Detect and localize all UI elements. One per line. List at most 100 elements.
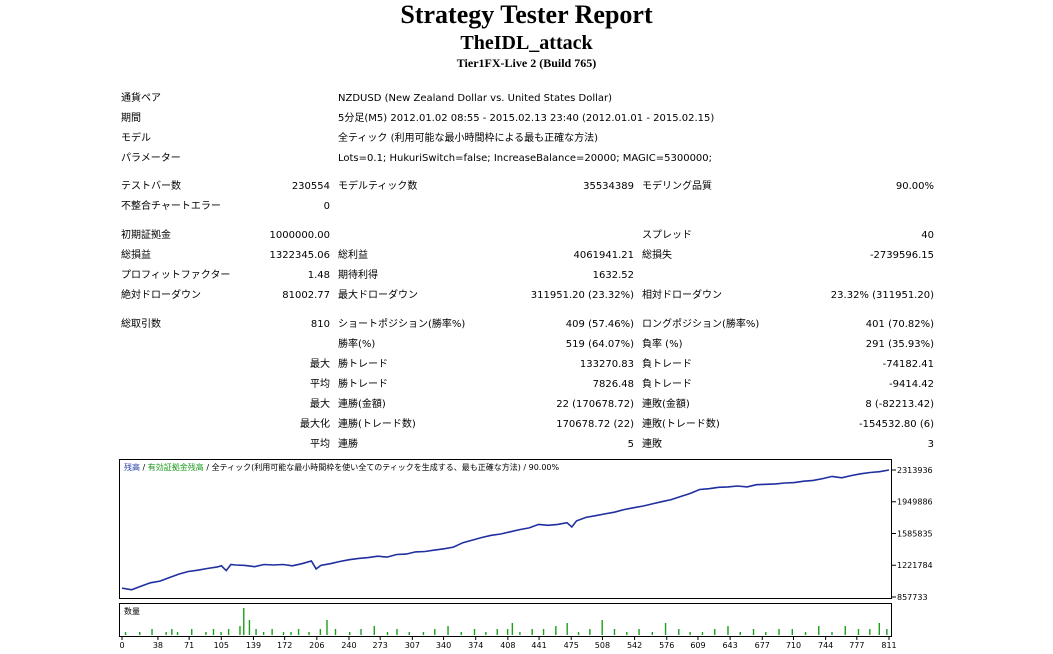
legend-sep: / — [140, 463, 148, 472]
loss-trades-value: 291 (35.93%) — [865, 339, 934, 350]
volume-bar — [447, 626, 449, 635]
mismatch-label: 不整合チャートエラー — [121, 201, 221, 212]
largest-label: 最大 — [310, 359, 330, 370]
relative-drawdown-value: 23.32% (311951.20) — [830, 290, 934, 301]
x-tick-label: 542 — [627, 641, 642, 650]
volume-bar — [531, 629, 533, 635]
volume-bar — [511, 623, 514, 635]
x-tick-label: 374 — [468, 641, 483, 650]
loss-trades-label: 負率 (%) — [642, 339, 683, 350]
volume-bar — [857, 629, 860, 635]
volume-bar — [589, 629, 591, 635]
x-tick-label: 475 — [564, 641, 579, 650]
volume-bar — [297, 629, 300, 635]
maximal-losses-value: -154532.80 (6) — [858, 419, 934, 430]
relative-drawdown-label: 相対ドローダウン — [642, 290, 722, 301]
x-tick-label: 307 — [405, 641, 420, 650]
total-trades-label: 総取引数 — [121, 319, 161, 330]
volume-bar — [613, 629, 616, 635]
volume-bar — [804, 632, 807, 635]
volume-bar — [386, 632, 389, 635]
expert-name: TheIDL_attack — [460, 32, 593, 54]
balance-line — [121, 469, 890, 591]
long-positions-value: 401 (70.82%) — [865, 319, 934, 330]
largest-loss-label: 負トレード — [642, 359, 692, 370]
legend-balance: 残高 — [124, 462, 140, 472]
average-consecutive-wins-label: 連勝 — [338, 439, 358, 450]
volume-bar — [651, 632, 654, 635]
absolute-drawdown-label: 絶対ドローダウン — [121, 290, 201, 301]
x-tick-label: 508 — [595, 641, 610, 650]
volume-bar — [227, 629, 230, 635]
volume-bar — [171, 629, 173, 635]
gross-loss-label: 総損失 — [642, 250, 672, 261]
volume-bar — [765, 632, 767, 635]
volume-bar — [308, 632, 310, 635]
volume-bar — [239, 626, 241, 635]
x-tick-label: 609 — [690, 641, 705, 650]
symbol-label: 通貨ペア — [121, 93, 161, 104]
volume-bar — [262, 632, 265, 635]
y-tick-label: 2313936 — [897, 466, 933, 475]
x-tick-label: 206 — [309, 641, 324, 650]
average-win-label: 勝トレード — [338, 379, 388, 390]
volume-bar — [290, 632, 292, 635]
volume-bar — [886, 629, 888, 635]
volume-bar — [243, 608, 245, 635]
x-tick-label: 273 — [373, 641, 388, 650]
volume-bar — [434, 629, 436, 635]
y-tick-label: 857733 — [897, 593, 928, 602]
volume-bar — [373, 626, 375, 635]
average-consecutive-wins-value: 5 — [627, 439, 634, 450]
x-tick-label: 710 — [786, 641, 801, 650]
chart-legend: 残高 / 有効証拠金残高 / 全ティック(利用可能な最小時間枠を使い全てのティッ… — [124, 462, 560, 472]
y-tick-label: 1585835 — [897, 529, 933, 538]
maximal-losses-label: 連敗(トレード数) — [642, 419, 720, 430]
x-tick-label: 0 — [119, 641, 124, 650]
x-tick-label: 240 — [341, 641, 356, 650]
short-positions-label: ショートポジション(勝率%) — [338, 319, 466, 330]
gross-profit-label: 総利益 — [338, 250, 368, 261]
volume-bar — [326, 620, 328, 635]
profit-trades-label: 勝率(%) — [338, 339, 376, 350]
long-positions-label: ロングポジション(勝率%) — [642, 319, 760, 330]
volume-bar — [165, 632, 167, 635]
volume-bar — [191, 629, 193, 635]
volume-bar — [869, 629, 871, 635]
volume-bar — [577, 632, 580, 635]
ticks-label: モデルティック数 — [338, 181, 418, 192]
volume-bar — [473, 629, 476, 635]
legend-equity: 有効証拠金残高 — [148, 462, 204, 472]
max-consecutive-losses-label: 連敗(金額) — [642, 399, 690, 410]
x-tick-label: 677 — [755, 641, 770, 650]
volume-bar — [778, 629, 780, 635]
balance-chart: 残高 / 有効証拠金残高 / 全ティック(利用可能な最小時間枠を使い全てのティッ… — [118, 458, 936, 650]
volume-bar — [626, 632, 628, 635]
period-value: 5分足(M5) 2012.01.02 08:55 - 2015.02.13 23… — [338, 113, 715, 124]
mismatch-value: 0 — [323, 201, 330, 212]
params-label: パラメーター — [121, 153, 181, 164]
report-title: Strategy Tester Report — [400, 0, 653, 29]
x-tick-label: 576 — [659, 641, 674, 650]
volume-label: 数量 — [124, 606, 140, 616]
total-trades-value: 810 — [310, 319, 330, 330]
volume-panel — [119, 603, 892, 637]
x-tick-label: 811 — [881, 641, 896, 650]
largest-win-value: 133270.83 — [579, 359, 634, 370]
volume-bar — [739, 632, 741, 635]
volume-bar — [638, 629, 640, 635]
profit-trades-value: 519 (64.07%) — [565, 339, 634, 350]
bars-value: 230554 — [291, 181, 330, 192]
expected-payoff-label: 期待利得 — [338, 270, 378, 281]
volume-bar — [844, 626, 846, 635]
symbol-value: NZDUSD (New Zealand Dollar vs. United St… — [338, 93, 613, 104]
volume-bar — [151, 629, 153, 635]
average-win-value: 7826.48 — [592, 379, 634, 390]
average-consecutive-losses-label: 連敗 — [642, 439, 662, 450]
maximal-wins-value: 170678.72 (22) — [556, 419, 634, 430]
volume-bar — [124, 632, 127, 635]
x-tick-label: 777 — [849, 641, 864, 650]
volume-bar — [752, 629, 755, 635]
volume-bar — [664, 623, 667, 635]
y-tick-label: 1221784 — [897, 561, 933, 570]
